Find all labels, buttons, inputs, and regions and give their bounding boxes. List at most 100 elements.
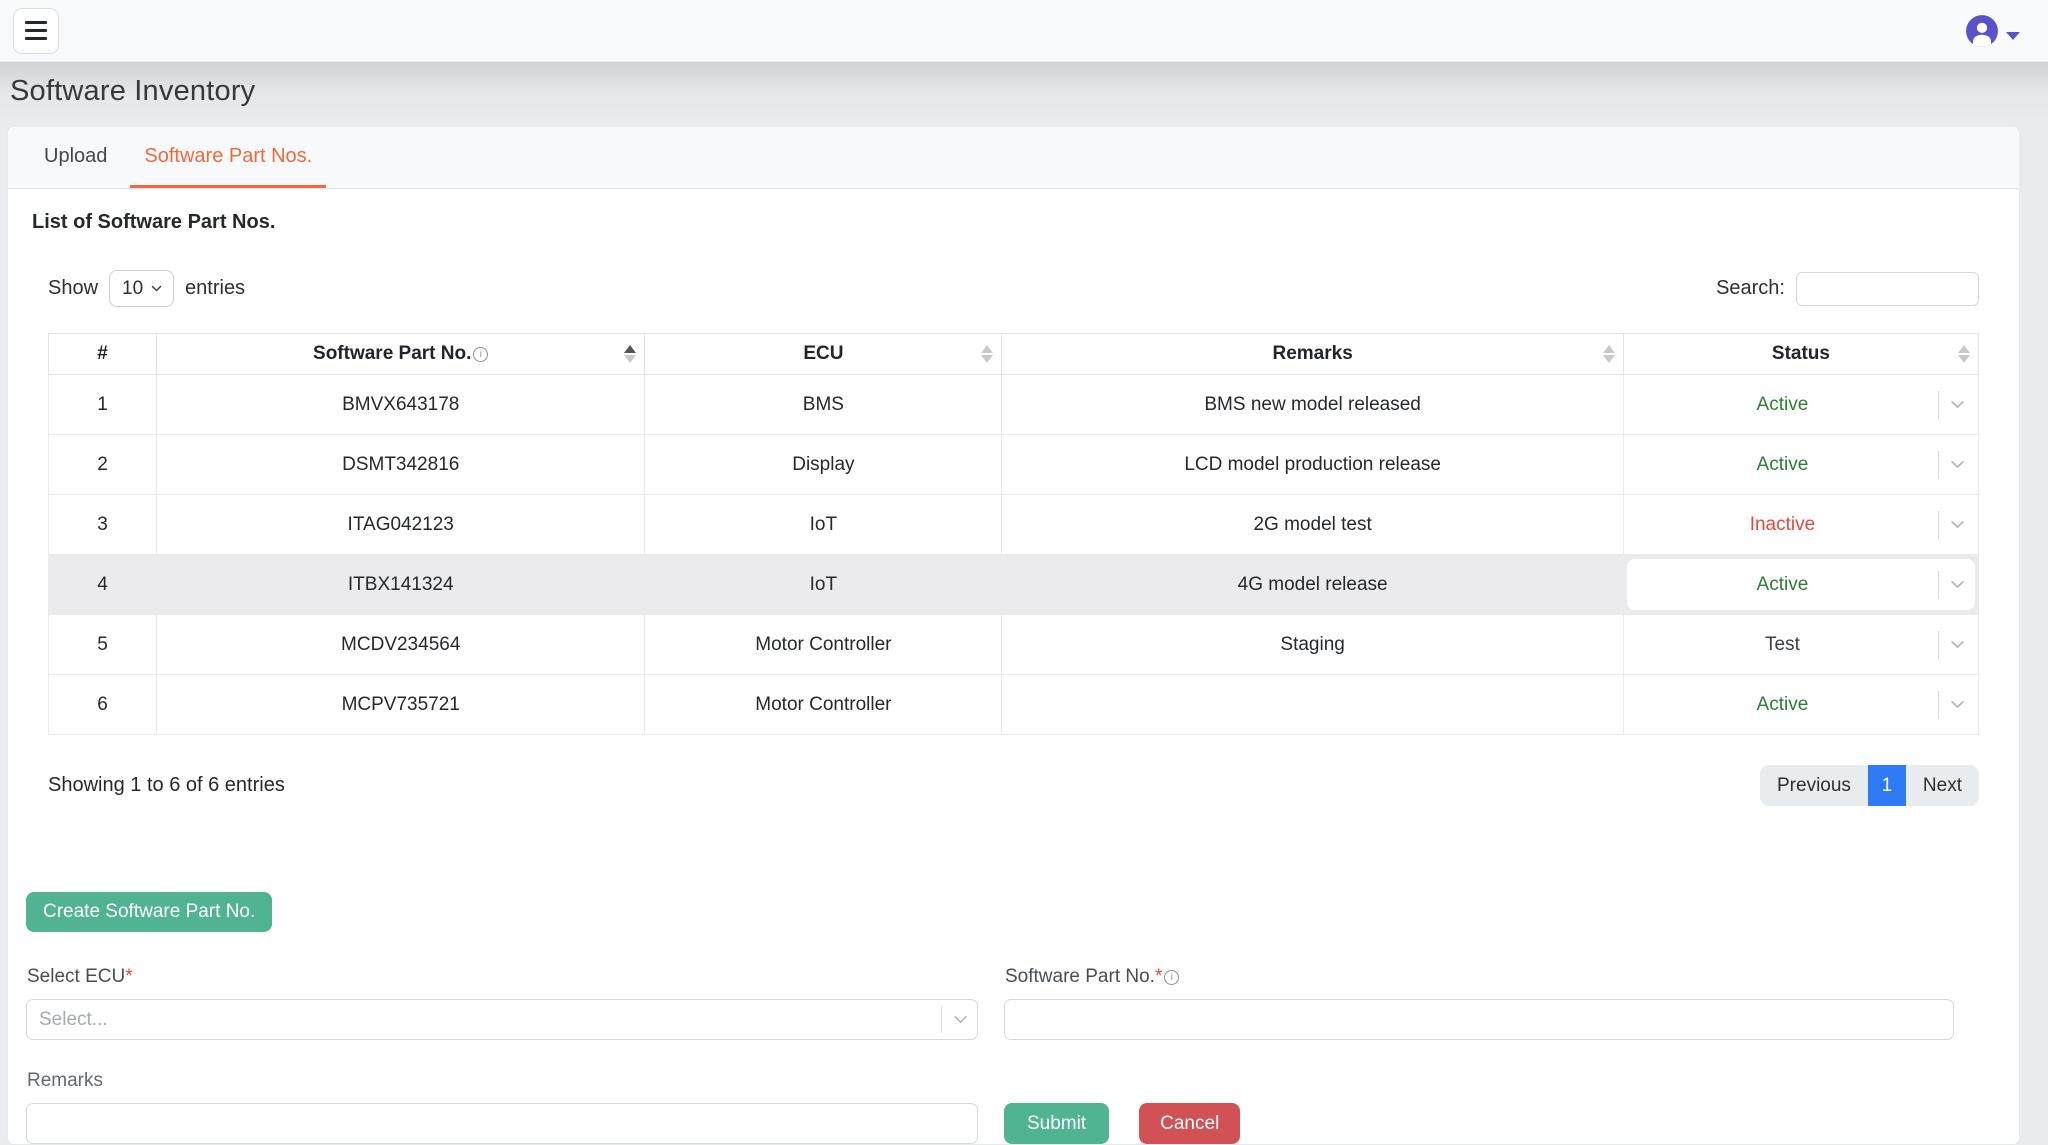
cell-index: 6 bbox=[47, 674, 158, 735]
status-value: Active bbox=[1756, 393, 1809, 415]
sort-icon bbox=[981, 345, 994, 363]
cell-ecu: IoT bbox=[644, 554, 1003, 615]
search-label: Search: bbox=[1716, 277, 1785, 299]
cell-part-no: ITAG042123 bbox=[156, 494, 646, 555]
cell-remarks: 4G model release bbox=[1001, 554, 1624, 615]
status-select[interactable]: Test bbox=[1627, 619, 1975, 670]
divider bbox=[1938, 390, 1939, 419]
chevron-down-icon bbox=[1949, 696, 1966, 713]
required-marker: * bbox=[1154, 966, 1163, 987]
chevron-down-icon bbox=[1949, 396, 1966, 413]
page-title: Software Inventory bbox=[10, 74, 256, 107]
status-value: Active bbox=[1756, 453, 1809, 475]
column-header-: # bbox=[47, 333, 158, 375]
chevron-down-icon bbox=[1949, 456, 1966, 473]
cell-ecu: IoT bbox=[644, 494, 1003, 555]
column-header-software-part-no[interactable]: Software Part No. i bbox=[156, 333, 646, 375]
chevron-down-icon bbox=[1949, 576, 1966, 593]
chevron-down-icon bbox=[150, 282, 163, 295]
cell-index: 1 bbox=[47, 374, 158, 435]
software-inventory-card: Upload Software Part Nos. List of Softwa… bbox=[7, 126, 2020, 1145]
cell-remarks bbox=[1001, 674, 1624, 735]
divider bbox=[1938, 450, 1939, 479]
column-header-status[interactable]: Status bbox=[1622, 333, 1980, 375]
cell-index: 4 bbox=[47, 554, 158, 615]
status-select[interactable]: Active bbox=[1627, 379, 1975, 430]
status-select[interactable]: Active bbox=[1627, 679, 1975, 730]
ecu-select[interactable]: Select... bbox=[26, 999, 978, 1040]
cell-part-no: ITBX141324 bbox=[156, 554, 646, 615]
section-heading: List of Software Part Nos. bbox=[32, 211, 276, 233]
cell-index: 3 bbox=[47, 494, 158, 555]
pagination-page-1[interactable]: 1 bbox=[1867, 765, 1906, 806]
pagination: Previous 1 Next bbox=[1760, 765, 1979, 806]
cell-index: 5 bbox=[47, 614, 158, 675]
cell-part-no: MCPV735721 bbox=[156, 674, 646, 735]
show-label: Show bbox=[48, 277, 99, 299]
column-header-remarks[interactable]: Remarks bbox=[1001, 333, 1624, 375]
pagination-next[interactable]: Next bbox=[1922, 774, 1962, 796]
table-row: 6 MCPV735721 Motor Controller Active bbox=[47, 674, 1980, 735]
tab-upload[interactable]: Upload bbox=[44, 144, 108, 167]
cell-index: 2 bbox=[47, 434, 158, 495]
hamburger-menu-button[interactable] bbox=[13, 7, 59, 54]
page-header: Software Inventory bbox=[0, 62, 2048, 120]
required-marker: * bbox=[125, 966, 133, 987]
remarks-input[interactable] bbox=[26, 1103, 978, 1144]
cell-remarks: BMS new model released bbox=[1001, 374, 1624, 435]
table-row: 4 ITBX141324 IoT 4G model release Active bbox=[47, 554, 1980, 615]
cell-ecu: Motor Controller bbox=[644, 614, 1003, 675]
cell-part-no: MCDV234564 bbox=[156, 614, 646, 675]
chevron-down-icon bbox=[1949, 516, 1966, 533]
status-value: Test bbox=[1765, 633, 1800, 655]
table-row: 1 BMVX643178 BMS BMS new model released Acti… bbox=[47, 374, 1980, 435]
status-select[interactable]: Active bbox=[1626, 559, 1975, 610]
cancel-button[interactable]: Cancel bbox=[1139, 1103, 1241, 1144]
column-header-ecu[interactable]: ECU bbox=[644, 333, 1003, 375]
status-value: Active bbox=[1756, 573, 1809, 595]
software-part-no-input[interactable] bbox=[1004, 999, 1954, 1040]
top-navbar bbox=[0, 0, 2048, 62]
remarks-label: Remarks bbox=[27, 1070, 104, 1091]
cell-remarks: LCD model production release bbox=[1001, 434, 1624, 495]
divider bbox=[1938, 630, 1939, 659]
cell-remarks: 2G model test bbox=[1001, 494, 1624, 555]
create-software-part-button[interactable]: Create Software Part No. bbox=[26, 892, 273, 932]
caret-down-icon bbox=[2006, 31, 2020, 40]
status-select[interactable]: Active bbox=[1627, 439, 1975, 490]
cell-status: Active bbox=[1622, 554, 1980, 615]
search-input[interactable] bbox=[1796, 271, 1979, 306]
info-icon: i bbox=[1164, 970, 1180, 985]
cell-ecu: Motor Controller bbox=[644, 674, 1003, 735]
software-part-no-label: Software Part No.* i bbox=[1005, 966, 1954, 988]
status-value: Active bbox=[1756, 693, 1809, 715]
pagination-previous[interactable]: Previous bbox=[1777, 774, 1851, 796]
create-form: Select ECU* Select... Software Part No.*… bbox=[26, 966, 2001, 1144]
info-icon: i bbox=[473, 347, 489, 362]
divider bbox=[1938, 690, 1939, 719]
cell-status: Inactive bbox=[1622, 494, 1980, 555]
cell-status: Active bbox=[1622, 374, 1980, 435]
table-row: 3 ITAG042123 IoT 2G model test Inactive bbox=[47, 494, 1980, 555]
tab-software-part-nos[interactable]: Software Part Nos. bbox=[130, 127, 327, 188]
entries-summary: Showing 1 to 6 of 6 entries bbox=[48, 774, 285, 796]
ecu-select-placeholder: Select... bbox=[39, 1008, 108, 1030]
entries-label: entries bbox=[185, 277, 246, 299]
cell-status: Active bbox=[1622, 674, 1980, 735]
status-select[interactable]: Inactive bbox=[1627, 499, 1975, 550]
cell-ecu: BMS bbox=[644, 374, 1003, 435]
divider bbox=[941, 1006, 942, 1033]
page-size-select[interactable]: 10 bbox=[109, 270, 175, 307]
select-ecu-label: Select ECU* bbox=[27, 966, 133, 987]
user-avatar-icon bbox=[1965, 14, 1999, 48]
divider bbox=[1938, 570, 1939, 599]
software-parts-table: # Software Part No. i ECU Remarks Status 1 BMV… bbox=[47, 333, 1980, 735]
table-row: 2 DSMT342816 Display LCD model production r… bbox=[47, 434, 1980, 495]
user-menu[interactable] bbox=[1965, 14, 2020, 48]
sort-icon bbox=[1602, 345, 1615, 363]
cell-part-no: BMVX643178 bbox=[156, 374, 646, 435]
sort-icon bbox=[1958, 345, 1970, 363]
cell-remarks: Staging bbox=[1001, 614, 1624, 675]
tab-bar: Upload Software Part Nos. bbox=[8, 127, 2019, 189]
submit-button[interactable]: Submit bbox=[1004, 1103, 1110, 1144]
